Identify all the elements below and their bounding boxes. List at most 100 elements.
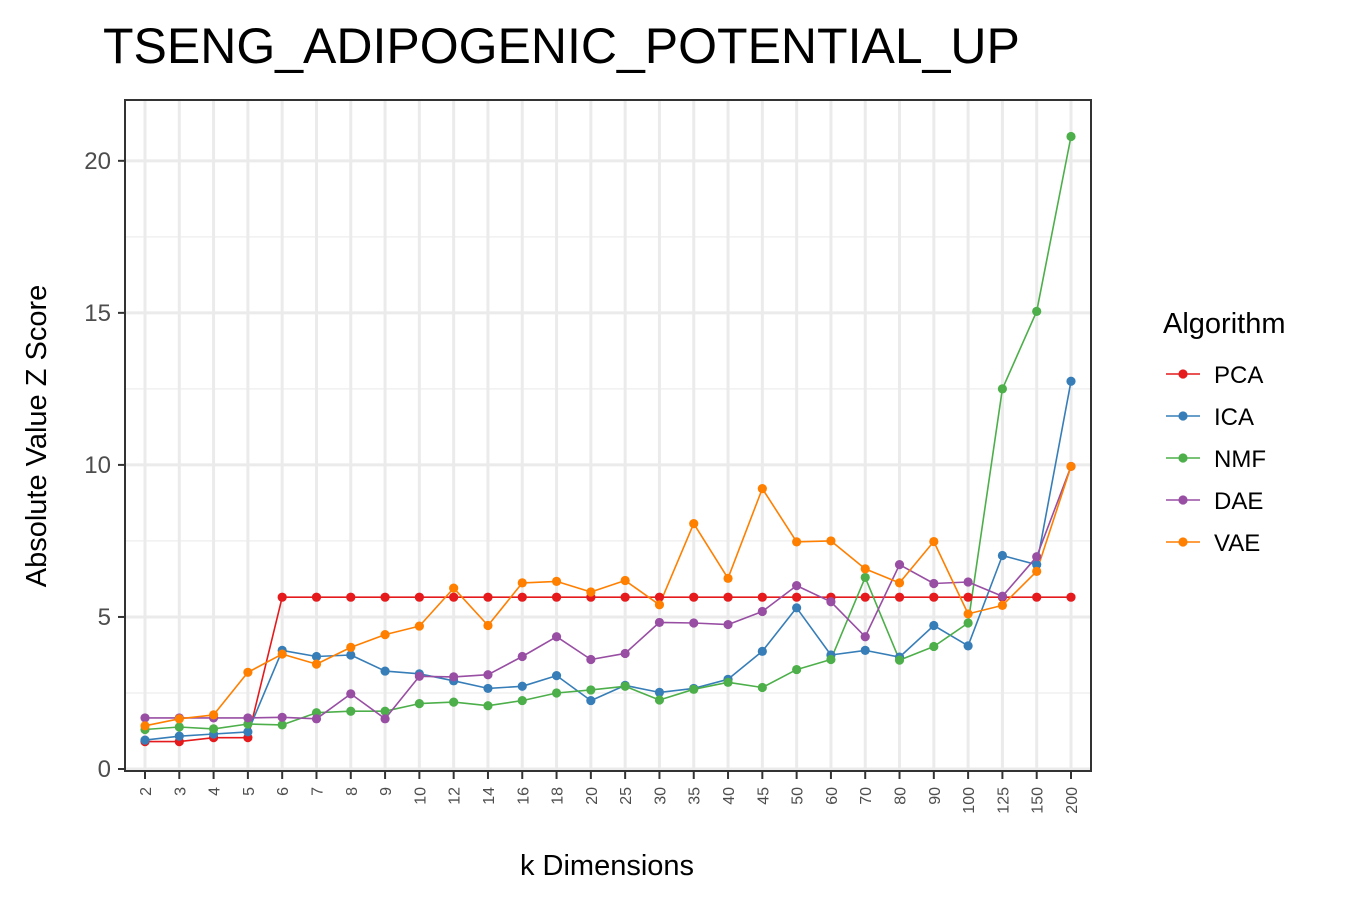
x-tick-label: 5 xyxy=(241,787,258,796)
x-tick-label: 9 xyxy=(378,787,395,796)
data-point-dae xyxy=(449,672,459,682)
data-point-ica xyxy=(174,731,184,741)
x-tick-label: 45 xyxy=(755,787,772,805)
data-point-vae xyxy=(483,620,493,631)
x-tick-label: 7 xyxy=(309,787,326,796)
data-point-nmf xyxy=(757,682,767,693)
x-tick-label: 25 xyxy=(618,787,635,805)
data-point-dae xyxy=(757,606,767,617)
data-point-ica xyxy=(380,666,390,676)
data-point-vae xyxy=(860,564,870,574)
x-tick-label: 16 xyxy=(515,787,532,805)
data-point-vae xyxy=(243,667,253,677)
legend-marker-nmf xyxy=(1178,453,1188,463)
y-tick-label: 10 xyxy=(84,452,111,479)
data-point-ica xyxy=(346,650,356,660)
data-point-dae xyxy=(1032,552,1042,562)
legend-title: Algorithm xyxy=(1163,308,1286,340)
data-point-ica xyxy=(140,735,150,745)
x-axis-title: k Dimensions xyxy=(520,850,694,882)
data-point-pca xyxy=(277,592,287,602)
data-point-ica xyxy=(311,651,322,662)
x-tick-label: 40 xyxy=(721,787,738,805)
x-tick-label: 20 xyxy=(584,787,601,805)
data-point-ica xyxy=(243,727,253,737)
legend-marker-ica xyxy=(1178,411,1188,421)
data-point-pca xyxy=(620,592,630,602)
data-point-vae xyxy=(723,573,733,583)
x-tick-label: 80 xyxy=(893,787,910,805)
data-point-dae xyxy=(517,651,527,662)
data-point-vae xyxy=(620,575,630,586)
data-point-pca xyxy=(346,592,356,602)
data-point-dae xyxy=(483,670,493,680)
data-point-pca xyxy=(483,592,493,602)
series-line-pca xyxy=(145,596,1071,743)
data-point-pca xyxy=(689,592,699,602)
data-point-vae xyxy=(380,629,390,640)
data-point-nmf xyxy=(586,685,596,695)
x-tick-label: 14 xyxy=(481,787,498,805)
data-point-vae xyxy=(1032,566,1042,576)
legend-marker-pca xyxy=(1178,369,1188,379)
data-point-dae xyxy=(997,591,1008,601)
data-point-nmf xyxy=(208,724,219,734)
data-point-pca xyxy=(414,592,424,602)
data-point-vae xyxy=(346,642,356,652)
data-point-nmf xyxy=(551,688,562,698)
data-point-vae xyxy=(997,600,1008,610)
series-layer xyxy=(140,131,1076,747)
data-point-dae xyxy=(826,597,836,607)
data-point-vae xyxy=(414,621,424,631)
data-point-dae xyxy=(723,619,733,630)
legend-marker-dae xyxy=(1178,495,1188,505)
y-axis-title: Absolute Value Z Score xyxy=(21,285,53,588)
data-point-pca xyxy=(1032,592,1042,602)
data-point-nmf xyxy=(277,720,287,730)
data-point-ica xyxy=(1032,560,1042,570)
x-tick-label: 12 xyxy=(447,787,464,805)
data-point-nmf xyxy=(654,695,665,705)
data-point-ica xyxy=(929,620,939,631)
data-point-ica xyxy=(860,645,870,656)
data-point-pca xyxy=(551,592,562,602)
data-point-ica xyxy=(757,646,767,656)
data-point-nmf xyxy=(929,641,939,652)
legend-marker-vae xyxy=(1178,537,1188,547)
data-point-pca xyxy=(449,592,459,602)
data-point-vae xyxy=(311,659,322,669)
data-point-vae xyxy=(551,576,562,586)
y-tick-label: 15 xyxy=(84,300,111,327)
legend-label-nmf: NMF xyxy=(1214,446,1266,473)
x-tick-label: 30 xyxy=(652,787,669,805)
x-tick-label: 18 xyxy=(550,787,567,805)
data-point-nmf xyxy=(380,706,390,716)
data-point-vae xyxy=(1066,461,1076,472)
data-point-vae xyxy=(208,710,219,720)
x-tick-label: 4 xyxy=(207,787,224,796)
legend-label-dae: DAE xyxy=(1214,488,1263,515)
data-point-ica xyxy=(586,695,596,706)
legend-label-vae: VAE xyxy=(1214,530,1260,557)
legend-label-pca: PCA xyxy=(1214,362,1263,389)
x-tick-label: 2 xyxy=(138,787,155,796)
data-point-dae xyxy=(346,689,356,699)
data-point-pca xyxy=(929,592,939,602)
data-point-nmf xyxy=(1066,131,1076,142)
y-tick-label: 0 xyxy=(98,756,111,783)
data-point-nmf xyxy=(723,677,733,687)
data-point-dae xyxy=(860,632,870,642)
x-tick-label: 50 xyxy=(790,787,807,805)
data-point-ica xyxy=(483,683,493,694)
data-point-nmf xyxy=(963,618,973,628)
data-point-dae xyxy=(654,617,665,628)
x-tick-label: 6 xyxy=(275,787,292,796)
data-point-dae xyxy=(414,671,424,681)
data-point-ica xyxy=(517,681,527,691)
data-point-nmf xyxy=(997,384,1008,394)
data-point-nmf xyxy=(689,684,699,694)
data-point-vae xyxy=(517,578,527,588)
series-line-vae xyxy=(144,466,1072,727)
series-line-ica xyxy=(144,381,1072,741)
